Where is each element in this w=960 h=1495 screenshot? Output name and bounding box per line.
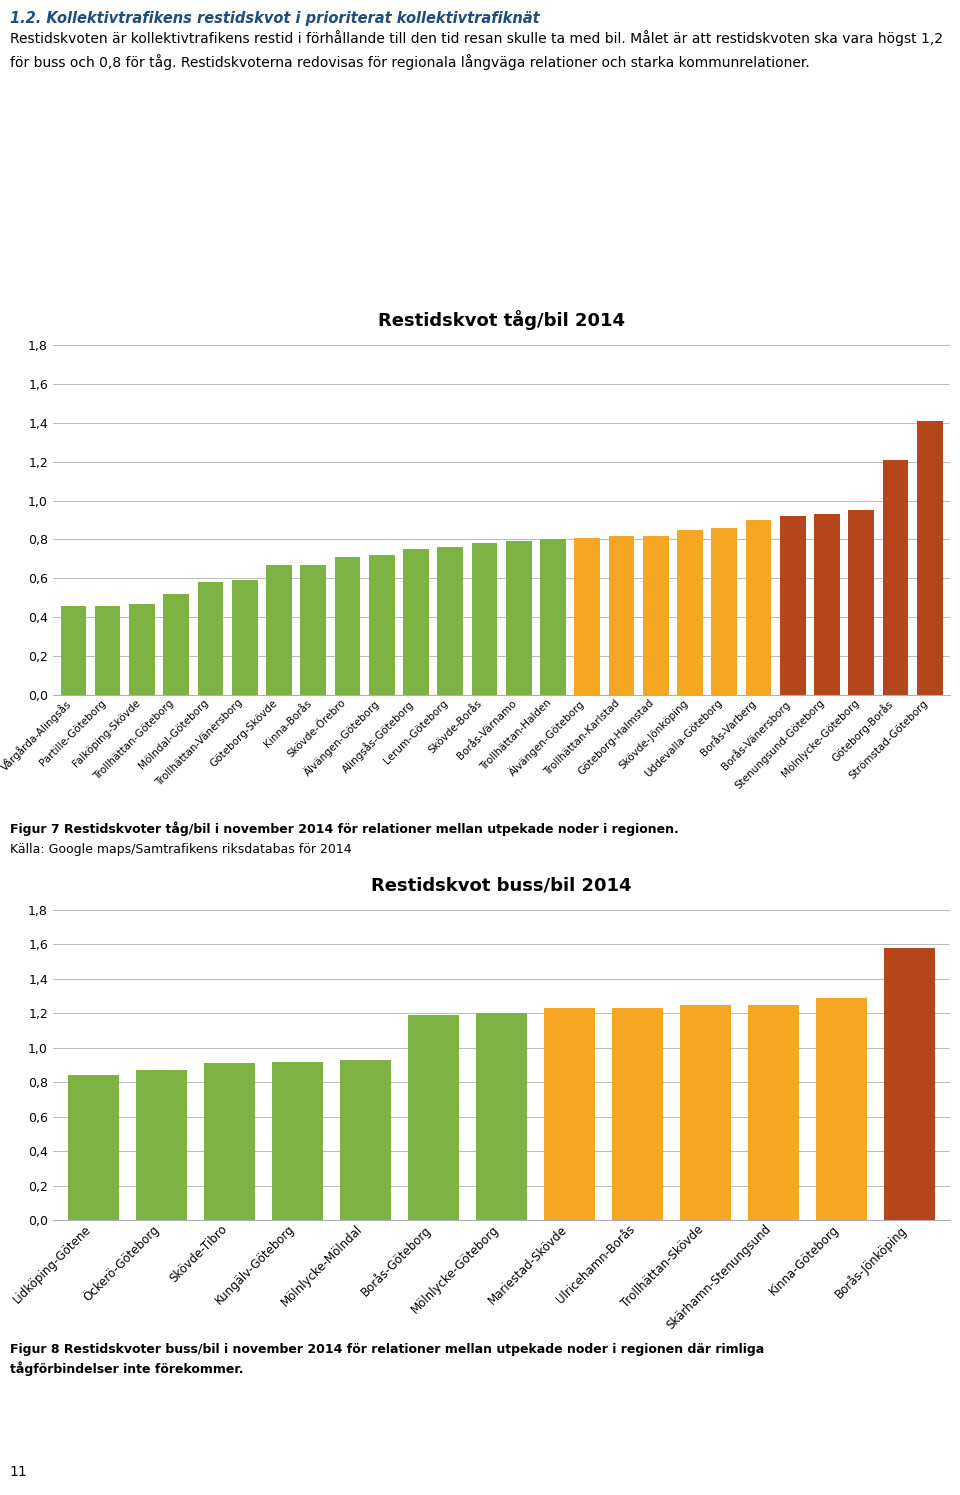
Title: Restidskvot tåg/bil 2014: Restidskvot tåg/bil 2014 (378, 309, 625, 329)
Bar (540, 540, 565, 695)
Bar (884, 948, 935, 1220)
Bar (408, 1015, 459, 1220)
Text: 11: 11 (10, 1465, 27, 1480)
Bar (609, 535, 635, 695)
Bar (746, 520, 772, 695)
Bar (849, 510, 875, 695)
Bar (340, 1060, 391, 1220)
Bar (369, 555, 395, 695)
Bar (68, 1075, 119, 1220)
Bar (163, 594, 189, 695)
Bar (129, 604, 155, 695)
Bar (335, 558, 360, 695)
Bar (476, 1014, 527, 1220)
Bar (711, 528, 737, 695)
Bar (266, 565, 292, 695)
Bar (438, 547, 463, 695)
Bar (643, 535, 668, 695)
Text: Figur 8 Restidskvoter buss/bil i november 2014 för relationer mellan utpekade no: Figur 8 Restidskvoter buss/bil i novembe… (10, 1343, 764, 1356)
Text: tågförbindelser inte förekommer.: tågförbindelser inte förekommer. (10, 1362, 243, 1377)
Text: Källa: Google maps/Samtrafikens riksdatabas för 2014: Källa: Google maps/Samtrafikens riksdata… (10, 843, 351, 855)
Bar (60, 605, 86, 695)
Bar (816, 997, 867, 1220)
Bar (204, 1063, 255, 1220)
Text: Restidskvoten beräknas genom en kombination av restider för bil från Google Maps: Restidskvoten beräknas genom en kombinat… (21, 118, 960, 235)
Text: Figur 7 Restidskvoter tåg/bil i november 2014 för relationer mellan utpekade nod: Figur 7 Restidskvoter tåg/bil i november… (10, 822, 679, 836)
Bar (677, 529, 703, 695)
Bar (506, 541, 532, 695)
Bar (471, 543, 497, 695)
Bar (917, 420, 943, 695)
Bar (272, 1061, 324, 1220)
Bar (883, 460, 908, 695)
Bar (544, 1008, 595, 1220)
Bar (612, 1008, 663, 1220)
Bar (814, 514, 840, 695)
Bar (198, 582, 224, 695)
Bar (300, 565, 326, 695)
Text: 1.2. Kollektivtrafikens restidskvot i prioriterat kollektivtrafiknät: 1.2. Kollektivtrafikens restidskvot i pr… (10, 10, 540, 25)
Bar (95, 605, 120, 695)
Bar (136, 1070, 187, 1220)
Bar (680, 1005, 732, 1220)
Bar (231, 580, 257, 695)
Bar (748, 1005, 799, 1220)
Title: Restidskvot buss/bil 2014: Restidskvot buss/bil 2014 (372, 876, 632, 894)
Bar (780, 516, 805, 695)
Bar (574, 538, 600, 695)
Bar (403, 549, 429, 695)
Text: Restidskvoten är kollektivtrafikens restid i förhållande till den tid resan skul: Restidskvoten är kollektivtrafikens rest… (10, 30, 943, 70)
